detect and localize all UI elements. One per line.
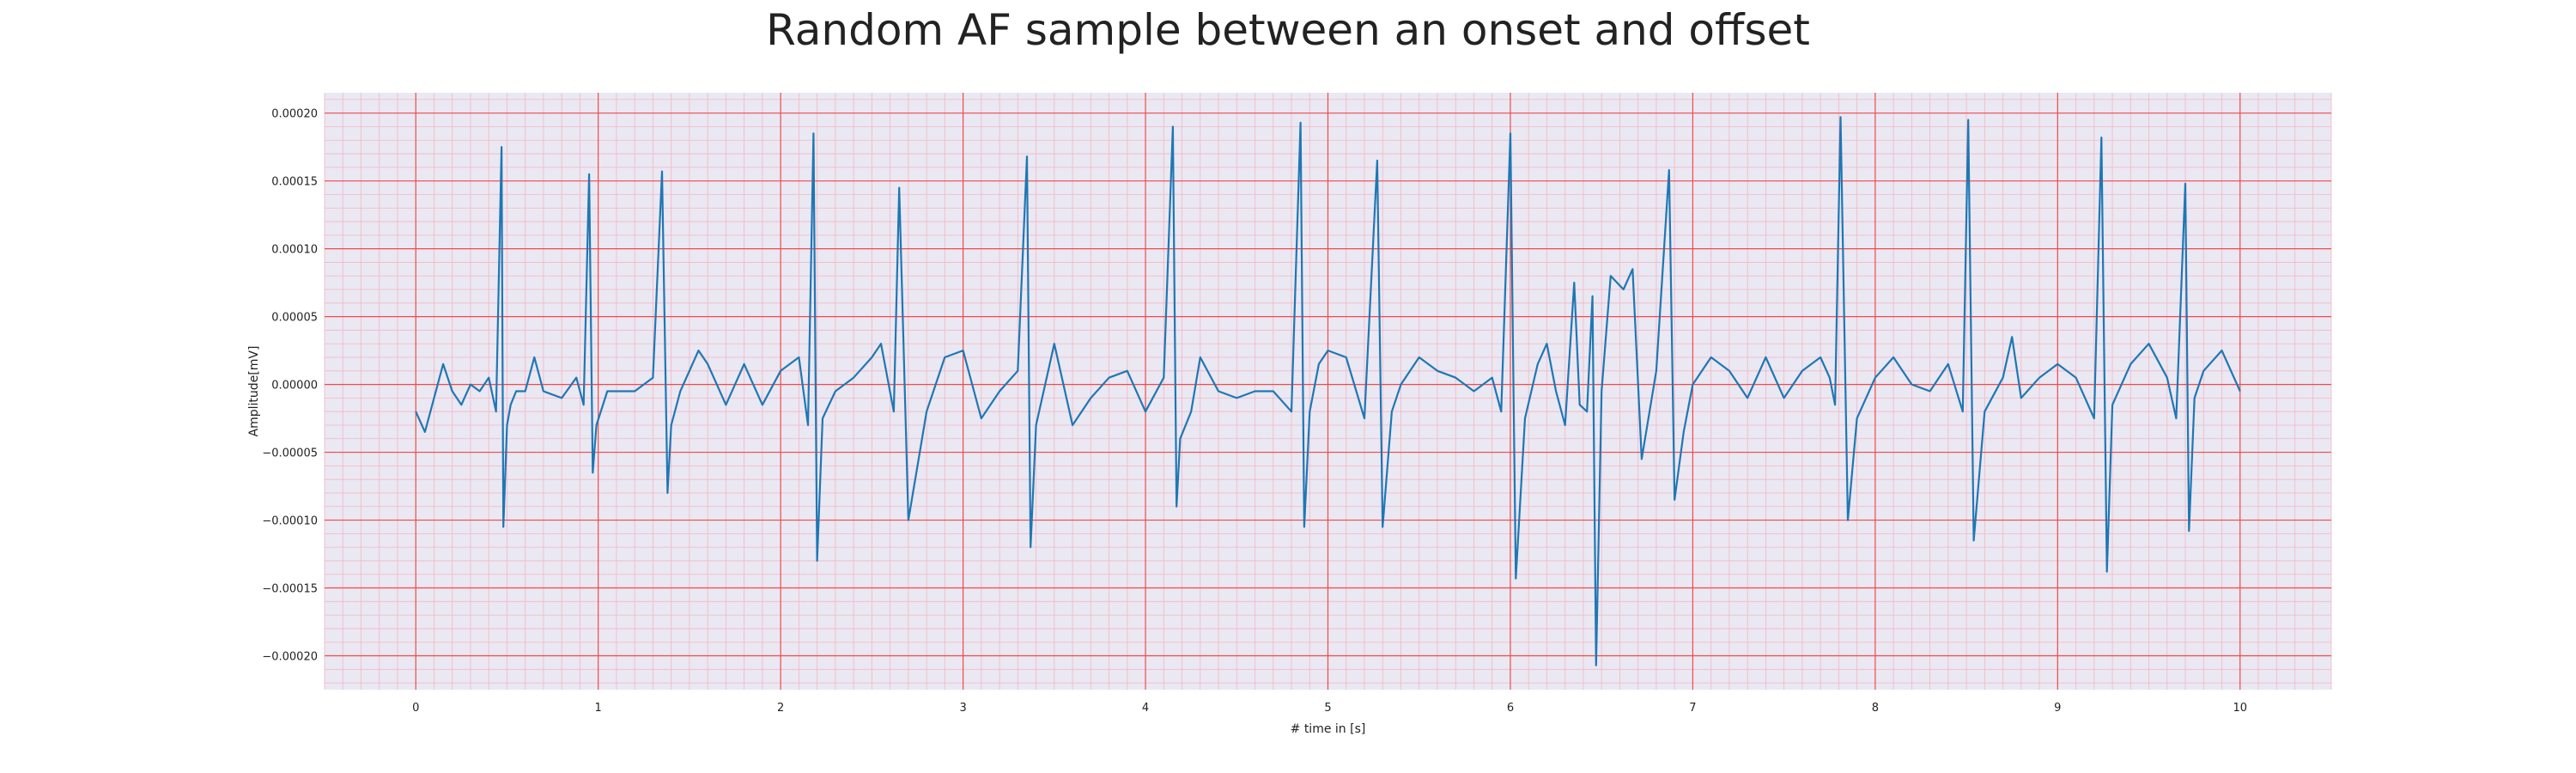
y-tick-label: 0.00010 [271, 244, 318, 257]
x-tick-label: 3 [959, 702, 966, 715]
series-layer [415, 116, 2241, 666]
chart-title: Random AF sample between an onset and of… [766, 5, 1810, 55]
x-tick-label: 1 [595, 702, 602, 715]
x-tick-label: 6 [1507, 702, 1514, 715]
y-tick-label: −0.00020 [262, 651, 318, 664]
x-axis-label: # time in [s] [1291, 722, 1366, 736]
x-tick-label: 0 [412, 702, 419, 715]
y-tick-label: −0.00005 [262, 447, 318, 460]
y-tick-label: 0.00005 [271, 312, 318, 325]
x-tick-label: 9 [2054, 702, 2061, 715]
x-tick-label: 4 [1142, 702, 1149, 715]
y-tick-label: 0.00020 [271, 108, 318, 121]
x-tick-label: 10 [2233, 702, 2247, 715]
y-tick-labels: 0.00020 0.00015 0.00010 0.00005 0.00000 −0.00… [262, 108, 318, 664]
y-axis-label: Amplitude[mV] [247, 346, 261, 437]
major-grid [325, 93, 2331, 690]
y-tick-label: −0.00010 [262, 515, 318, 528]
y-tick-label: 0.00015 [271, 176, 318, 189]
y-tick-label: 0.00000 [271, 380, 318, 393]
x-tick-label: 5 [1324, 702, 1331, 715]
x-tick-label: 7 [1689, 702, 1696, 715]
x-tick-labels: 0 1 2 3 4 5 6 7 8 9 10 [412, 702, 2247, 715]
ecg-signal-line [415, 116, 2241, 666]
x-tick-label: 2 [777, 702, 784, 715]
y-tick-label: −0.00015 [262, 583, 318, 596]
x-tick-label: 8 [1872, 702, 1879, 715]
